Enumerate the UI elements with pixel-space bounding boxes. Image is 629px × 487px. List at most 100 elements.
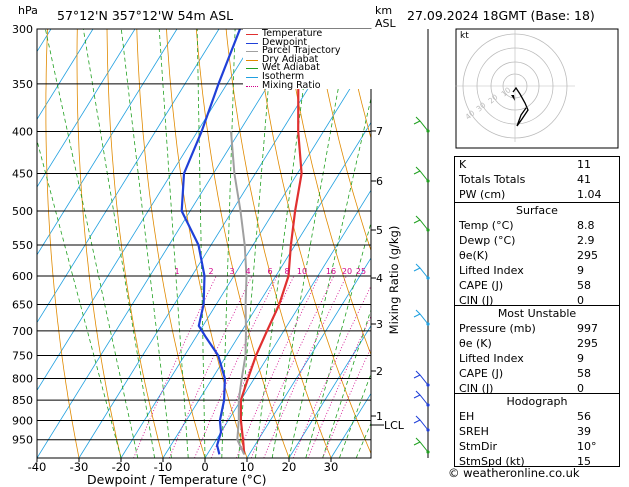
surface-row: θe(K) 295 — [459, 248, 615, 263]
hodograph-table-row: StmDir 10° — [459, 439, 615, 454]
dry-adiabat-line — [46, 29, 79, 458]
km-tick-label: 2 — [376, 365, 383, 378]
legend-swatch — [246, 51, 258, 52]
most-unstable-title: Most Unstable — [455, 306, 619, 321]
legend-label: Mixing Ratio — [262, 81, 321, 91]
pressure-tick-label: 450 — [12, 167, 33, 180]
surface-key: Dewp (°C) — [459, 233, 515, 248]
pressure-tick-label: 900 — [12, 414, 33, 427]
most-unstable-row: CAPE (J)58 — [459, 366, 615, 381]
legend-swatch — [246, 68, 258, 69]
mixing-ratio-label: 3 — [229, 267, 234, 276]
mixing-ratio-label: 8 — [284, 267, 289, 276]
wind-barb — [414, 416, 428, 430]
wind-barb-dot — [426, 428, 429, 431]
surface-value: 8.8 — [577, 218, 595, 233]
surface-value: 9 — [577, 263, 584, 278]
surface-value: 295 — [577, 248, 598, 263]
mixing-ratio-label: 2 — [208, 267, 213, 276]
isotherm-line — [0, 29, 9, 458]
surface-title: Surface — [455, 203, 619, 218]
km-label: km — [375, 4, 392, 17]
pressure-tick-label: 350 — [12, 78, 33, 91]
legend-swatch — [246, 60, 258, 61]
pressure-tick-label: 750 — [12, 349, 33, 362]
mixing-ratio-axis-label: Mixing Ratio (g/kg) — [387, 226, 401, 335]
mixing-ratio-label: 20 — [342, 267, 352, 276]
surface-key: Lifted Index — [459, 263, 524, 278]
x-tick-label: 20 — [282, 460, 297, 474]
legend-swatch — [246, 34, 258, 35]
dry-adiabat-line — [256, 29, 373, 458]
surface-row: Temp (°C) 8.8 — [459, 218, 615, 233]
dry-adiabat-line — [167, 29, 248, 458]
surface-value: 2.9 — [577, 233, 595, 248]
wind-barb — [414, 117, 428, 131]
surface-row: CAPE (J)58 — [459, 278, 615, 293]
indices-value: 41 — [577, 172, 591, 187]
wind-barb-dot — [426, 276, 429, 279]
legend-swatch — [246, 43, 258, 44]
pressure-tick-label: 700 — [12, 325, 33, 338]
mixing-ratio-line — [195, 276, 278, 458]
most-unstable-row: Lifted Index 9 — [459, 351, 615, 366]
wind-barb-dot — [426, 383, 429, 386]
indices-row: PW (cm)1.04 — [459, 187, 615, 202]
x-tick-label: 30 — [324, 460, 339, 474]
surface-value: 58 — [577, 278, 591, 293]
hpa-label: hPa — [18, 4, 38, 17]
pressure-tick-label: 950 — [12, 434, 33, 447]
hodograph-table-value: 56 — [577, 409, 591, 424]
surface-row: Lifted Index 9 — [459, 263, 615, 278]
most-unstable-key: Pressure (mb) — [459, 321, 536, 336]
wind-barb — [414, 310, 428, 324]
wet-adiabat-line — [45, 29, 137, 458]
x-tick-label: -40 — [28, 460, 47, 474]
pressure-tick-label: 650 — [12, 299, 33, 312]
hodograph-table-value: 39 — [577, 424, 591, 439]
km-tick-label: 6 — [376, 175, 383, 188]
wet-adiabat-line — [289, 29, 387, 458]
wind-barb-dot — [426, 403, 429, 406]
wind-barb-dot — [426, 322, 429, 325]
lcl-label: LCL — [384, 419, 405, 432]
km-tick-label: 3 — [376, 318, 383, 331]
wind-barb — [414, 264, 428, 278]
x-axis-label: Dewpoint / Temperature (°C) — [87, 472, 266, 487]
mixing-ratio-label: 4 — [245, 267, 250, 276]
surface-panel: Surface Temp (°C) 8.8 Dewp (°C) 2.9 θe(K) 295… — [454, 202, 620, 306]
hodograph-table-value: 10° — [577, 439, 597, 454]
wind-barb-dot — [426, 129, 429, 132]
most-unstable-key: θe (K) — [459, 336, 492, 351]
hodograph-title: Hodograph — [455, 394, 619, 409]
km-tick-label: 4 — [376, 272, 383, 285]
surface-key: θe(K) — [459, 248, 488, 263]
wind-barb-dot — [426, 228, 429, 231]
x-tick-label: -30 — [70, 460, 89, 474]
km-tick-label: 7 — [376, 125, 383, 138]
hodograph-table-key: EH — [459, 409, 474, 424]
pressure-tick-label: 600 — [12, 270, 33, 283]
wet-adiabat-line — [272, 29, 349, 458]
indices-value: 11 — [577, 157, 591, 172]
legend-swatch — [246, 86, 258, 87]
km-tick-label: 1 — [376, 410, 383, 423]
indices-key: PW (cm) — [459, 187, 505, 202]
footer-credit[interactable]: © weatheronline.co.uk — [448, 466, 580, 480]
most-unstable-value: 295 — [577, 336, 598, 351]
pressure-tick-label: 500 — [12, 205, 33, 218]
most-unstable-value: 9 — [577, 351, 584, 366]
most-unstable-key: Lifted Index — [459, 351, 524, 366]
surface-key: Temp (°C) — [459, 218, 514, 233]
dry-adiabat-line — [77, 29, 121, 458]
hodograph-table-key: StmDir — [459, 439, 497, 454]
wind-barb — [414, 438, 428, 452]
pressure-tick-label: 800 — [12, 372, 33, 385]
wind-barb — [414, 216, 428, 230]
